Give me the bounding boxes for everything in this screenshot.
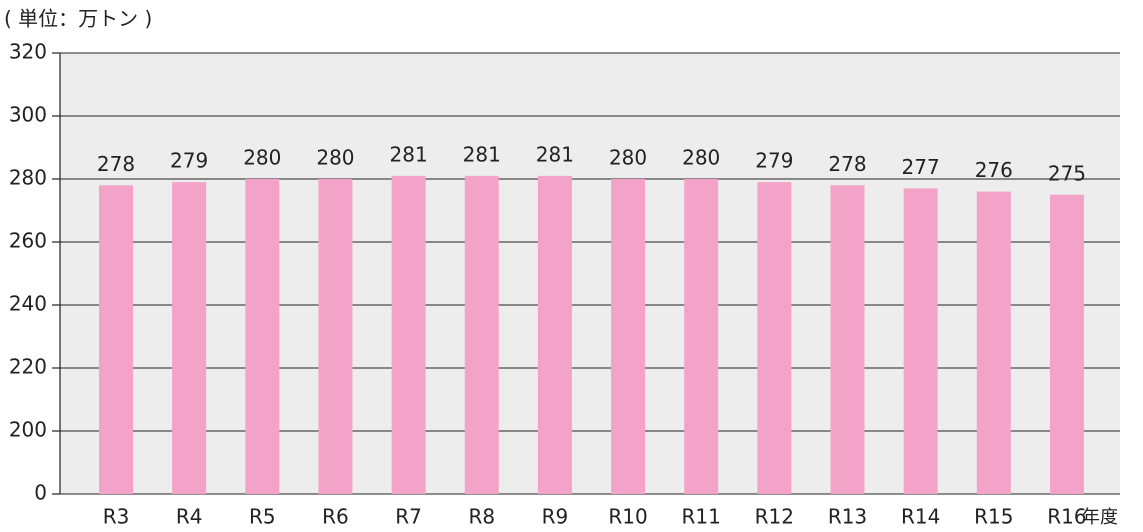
bar [611, 179, 646, 494]
x-tick-label: R15 [974, 505, 1013, 529]
value-label: 281 [463, 142, 501, 166]
value-label: 278 [828, 152, 866, 176]
x-tick-label: R7 [395, 505, 422, 529]
plot-background [60, 53, 1120, 494]
x-tick-label: R16 [1047, 505, 1086, 529]
x-tick-label: R8 [468, 505, 495, 529]
x-tick-label: R3 [103, 505, 130, 529]
y-tick-label: 220 [9, 355, 47, 379]
bar [99, 185, 133, 495]
bar [903, 188, 938, 494]
value-label: 281 [536, 142, 574, 166]
value-label: 281 [390, 142, 428, 166]
x-tick-label: R6 [322, 505, 349, 529]
x-axis-label: 年度 [1082, 507, 1118, 528]
y-tick-label: 280 [9, 166, 47, 190]
bar [976, 191, 1011, 494]
bar [245, 179, 280, 494]
y-tick-label: 300 [9, 103, 47, 127]
value-label: 279 [755, 149, 793, 173]
value-label: 276 [975, 158, 1013, 182]
y-tick-label: 320 [9, 40, 47, 64]
y-tick-label: 260 [9, 229, 47, 253]
y-tick-label: 200 [9, 418, 47, 442]
value-label: 275 [1048, 161, 1086, 185]
value-label: 277 [902, 155, 940, 179]
x-tick-label: R4 [176, 505, 203, 529]
x-tick-label: R14 [901, 505, 940, 529]
value-label: 279 [170, 149, 208, 173]
value-label: 280 [609, 146, 647, 170]
x-tick-label: R5 [249, 505, 276, 529]
x-tick-label: R9 [542, 505, 569, 529]
x-tick-label: R13 [828, 505, 867, 529]
value-label: 280 [316, 146, 354, 170]
bar [464, 175, 499, 494]
y-tick-label: 0 [34, 481, 47, 505]
bar [318, 179, 353, 494]
bar [537, 175, 572, 494]
value-label: 280 [243, 146, 281, 170]
bar [172, 182, 207, 494]
bar [1049, 194, 1084, 494]
bar [757, 182, 792, 494]
chart-title: ( 単位：万トン ) [4, 7, 152, 31]
x-tick-label: R12 [755, 505, 794, 529]
x-tick-label: R10 [608, 505, 647, 529]
bar [391, 175, 426, 494]
value-label: 278 [97, 152, 135, 176]
bar [684, 179, 719, 494]
y-tick-label: 240 [9, 292, 47, 316]
value-label: 280 [682, 146, 720, 170]
bar [830, 185, 865, 495]
x-tick-label: R11 [682, 505, 721, 529]
